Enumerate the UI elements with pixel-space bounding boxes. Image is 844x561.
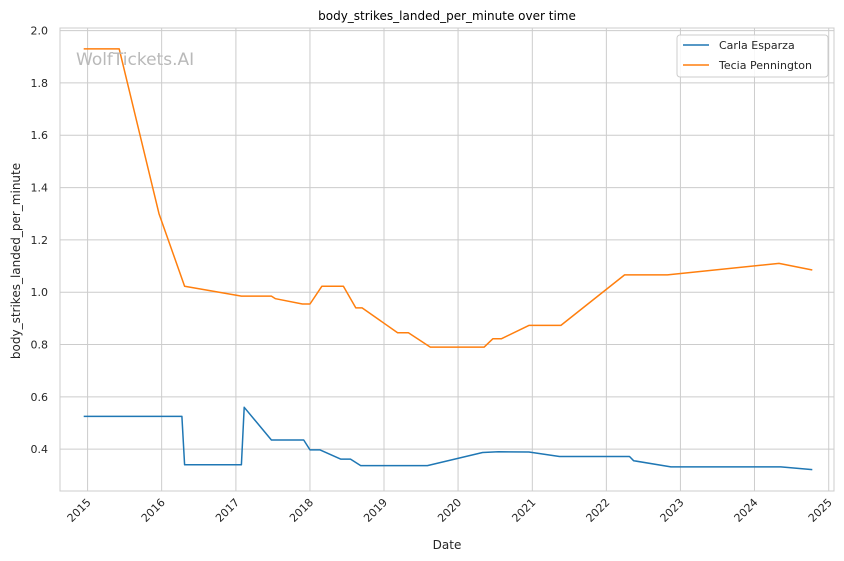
legend-label-carla-esparza: Carla Esparza xyxy=(719,39,795,52)
y-tick-label: 1.6 xyxy=(31,129,49,142)
y-tick-label: 1.2 xyxy=(31,234,49,247)
y-tick-label: 0.4 xyxy=(31,443,49,456)
y-tick-label: 0.8 xyxy=(31,339,49,352)
y-tick-label: 1.8 xyxy=(31,77,49,90)
series-line-carla-esparza xyxy=(83,406,813,471)
y-tick-label: 0.6 xyxy=(31,391,49,404)
legend-label-tecia-pennington: Tecia Pennington xyxy=(718,59,812,72)
y-tick-label: 2.0 xyxy=(31,25,49,38)
legend: Carla Esparza Tecia Pennington xyxy=(676,34,829,78)
y-tick-label: 1.0 xyxy=(31,286,49,299)
y-axis-label: body_strikes_landed_per_minute xyxy=(9,163,23,359)
grid xyxy=(60,28,834,491)
legend-box xyxy=(676,34,829,78)
series-lines xyxy=(83,48,813,471)
chart-title: body_strikes_landed_per_minute over time xyxy=(318,9,576,23)
x-axis-label: Date xyxy=(433,538,462,552)
plot-frame xyxy=(59,27,835,492)
watermark-text: WolfTickets.AI xyxy=(76,50,194,70)
series-line-tecia-pennington xyxy=(83,48,813,348)
y-tick-label: 1.4 xyxy=(31,182,49,195)
